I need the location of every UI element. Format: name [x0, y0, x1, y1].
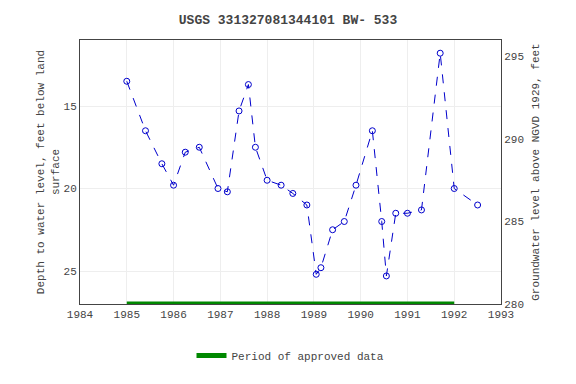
svg-text:1986: 1986: [160, 309, 186, 321]
svg-text:1984: 1984: [67, 309, 94, 321]
svg-text:Groundwater level above NGVD 1: Groundwater level above NGVD 1929, feet: [530, 43, 542, 300]
svg-text:1993: 1993: [488, 309, 514, 321]
svg-text:285: 285: [504, 216, 524, 228]
svg-text:Period of approved data: Period of approved data: [232, 351, 384, 363]
svg-text:1988: 1988: [254, 309, 280, 321]
svg-text:1991: 1991: [394, 309, 421, 321]
svg-text:USGS 331327081344101 BW- 533: USGS 331327081344101 BW- 533: [179, 13, 398, 28]
svg-text:290: 290: [504, 134, 524, 146]
svg-text:280: 280: [504, 299, 524, 311]
svg-text:1985: 1985: [114, 309, 140, 321]
svg-text:1990: 1990: [347, 309, 373, 321]
svg-text:1992: 1992: [441, 309, 467, 321]
svg-text:1987: 1987: [207, 309, 233, 321]
svg-text:25: 25: [64, 266, 77, 278]
svg-text:20: 20: [64, 183, 77, 195]
svg-text:1989: 1989: [301, 309, 327, 321]
svg-text:295: 295: [504, 51, 524, 63]
svg-text:15: 15: [64, 101, 77, 113]
svg-text:Depth to water level, feet bel: Depth to water level, feet below landsur…: [35, 50, 61, 294]
